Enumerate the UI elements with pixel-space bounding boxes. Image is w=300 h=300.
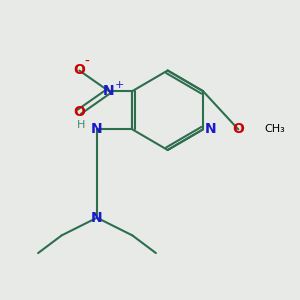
Text: N: N (91, 211, 103, 225)
Text: +: + (115, 80, 125, 90)
Text: N: N (205, 122, 216, 136)
Text: CH₃: CH₃ (265, 124, 286, 134)
Text: N: N (91, 122, 103, 136)
Text: O: O (232, 122, 244, 136)
Text: -: - (84, 55, 89, 69)
Text: O: O (74, 64, 85, 77)
Text: H: H (76, 120, 85, 130)
Text: N: N (103, 84, 115, 98)
Text: O: O (74, 105, 85, 119)
